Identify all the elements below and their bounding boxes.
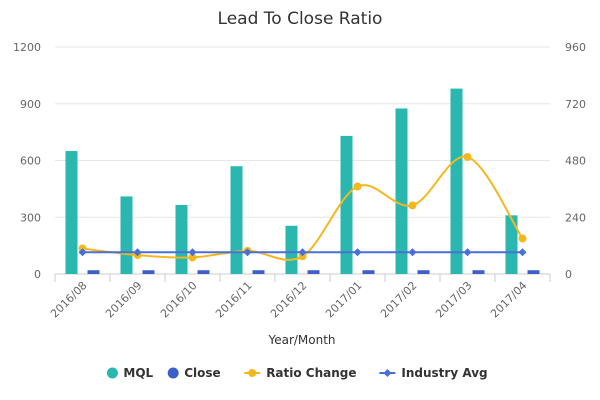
legend: MQL Close Ratio Change Industry Avg — [106, 366, 488, 380]
industry-avg-point — [298, 248, 307, 257]
legend-label: Close — [184, 366, 220, 380]
line-series — [78, 152, 527, 262]
mql-bar — [65, 151, 78, 274]
y-left-tick-label: 300 — [20, 211, 41, 224]
ratio-change-point — [353, 182, 362, 191]
y-left-tick-label: 600 — [20, 155, 41, 168]
close-bar — [472, 270, 485, 274]
x-axis-tick-label: 2016/08 — [48, 279, 90, 321]
ratio-change-point — [298, 252, 307, 261]
y-axis-left: 0 300 600 900 1200 — [13, 41, 41, 281]
close-bar — [417, 270, 430, 274]
mql-bar — [450, 88, 463, 274]
x-axis-tick-label: 2016/12 — [268, 279, 310, 321]
legend-item-mql: MQL — [106, 366, 154, 380]
industry-avg-point — [408, 248, 417, 257]
ratio-change-point — [408, 201, 417, 210]
y-right-tick-label: 240 — [565, 211, 586, 224]
close-bar — [527, 270, 540, 274]
y-right-tick-label: 0 — [565, 268, 572, 281]
x-axis-tick-label: 2016/11 — [213, 279, 255, 321]
close-bar — [362, 270, 375, 274]
ratio-change-point — [463, 152, 472, 161]
industry-avg-point — [353, 248, 362, 257]
ratio-change-point — [518, 234, 527, 243]
y-right-tick-label: 720 — [565, 98, 586, 111]
x-axis-tick-label: 2017/01 — [323, 279, 365, 321]
mql-bar — [395, 108, 408, 275]
close-bar — [252, 270, 265, 274]
ratio-change-point — [188, 253, 197, 262]
x-axis-title: Year/Month — [267, 333, 335, 347]
legend-circle-icon — [248, 369, 257, 377]
x-axis-tick-label: 2016/10 — [158, 279, 200, 321]
x-axis-tick-label: 2016/09 — [103, 279, 145, 321]
y-left-tick-label: 1200 — [13, 41, 41, 54]
mql-bar — [175, 204, 188, 274]
x-axis-tick-label: 2017/03 — [433, 279, 475, 321]
industry-avg-point — [188, 248, 197, 257]
industry-avg-point — [518, 248, 527, 257]
y-left-tick-label: 900 — [20, 98, 41, 111]
y-left-tick-label: 0 — [34, 268, 41, 281]
mql-bar — [285, 225, 298, 274]
x-axis: 2016/08 2016/09 2016/10 2016/11 2016/12 2017/… — [48, 274, 551, 321]
legend-circle-icon — [167, 367, 179, 379]
close-bar — [87, 270, 100, 274]
industry-avg-point — [243, 248, 252, 257]
legend-label: MQL — [123, 366, 153, 380]
industry-avg-point — [463, 248, 472, 257]
legend-item-ratio-change: Ratio Change — [244, 366, 357, 380]
legend-item-close: Close — [167, 366, 221, 380]
industry-avg-point — [133, 248, 142, 257]
legend-item-industry-avg: Industry Avg — [379, 366, 488, 380]
mql-bar — [120, 196, 133, 274]
close-bar — [142, 270, 155, 274]
mql-bar — [230, 166, 243, 274]
y-right-tick-label: 960 — [565, 41, 586, 54]
mql-bar — [505, 215, 518, 274]
legend-label: Industry Avg — [401, 366, 487, 380]
mql-bar — [340, 135, 353, 274]
bar-series — [65, 88, 540, 275]
chart-title: Lead To Close Ratio — [218, 9, 383, 29]
close-bar — [197, 270, 210, 274]
x-axis-tick-label: 2017/04 — [488, 279, 530, 321]
legend-label: Ratio Change — [266, 366, 356, 380]
industry-avg-point — [78, 248, 87, 257]
x-axis-tick-label: 2017/02 — [378, 279, 420, 321]
y-axis-right: 0 240 480 720 960 — [565, 41, 586, 281]
ratio-change-line — [82, 155, 524, 261]
close-bar — [307, 270, 320, 274]
legend-circle-icon — [106, 367, 118, 379]
gridlines — [55, 46, 550, 275]
y-right-tick-label: 480 — [565, 155, 586, 168]
legend-diamond-icon — [383, 369, 392, 377]
